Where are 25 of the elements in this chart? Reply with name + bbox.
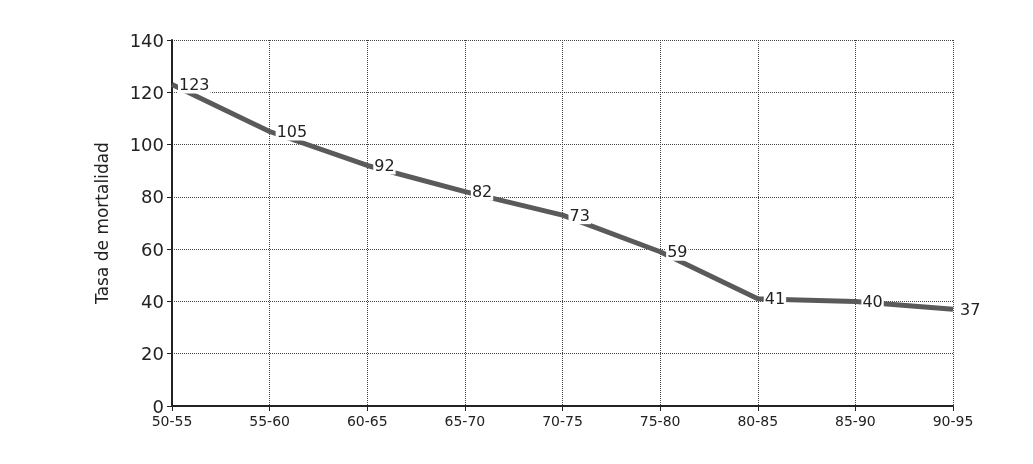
x-tick-label: 55-60 (249, 413, 290, 429)
x-tick-label: 65-70 (444, 413, 486, 429)
x-tick-label: 90-95 (932, 413, 974, 429)
data-label: 41 (764, 289, 786, 309)
x-tick-label: 80-85 (737, 413, 779, 429)
data-label: 37 (960, 299, 981, 319)
y-tick-label: 40 (141, 290, 164, 312)
data-label: 92 (374, 155, 395, 175)
data-label: 59 (667, 242, 688, 262)
data-label: 123 (179, 74, 210, 94)
data-label: 82 (471, 182, 493, 202)
y-tick-label: 20 (141, 343, 164, 365)
data-label: 40 (862, 291, 883, 311)
y-axis-title: Tasa de mortalidad (91, 142, 112, 305)
data-label: 73 (569, 205, 590, 225)
x-tick-label: 85-90 (835, 413, 876, 429)
data-label: 105 (276, 122, 308, 141)
x-tick-label: 70-75 (542, 413, 583, 429)
y-tick-label: 100 (129, 134, 164, 156)
y-tick-label: 80 (141, 186, 164, 208)
x-tick-label: 75-80 (639, 413, 681, 429)
x-tick-label: 60-65 (346, 413, 388, 429)
y-tick-label: 60 (141, 238, 164, 260)
y-tick-label: 140 (129, 29, 164, 51)
y-tick-label: 120 (129, 81, 164, 103)
